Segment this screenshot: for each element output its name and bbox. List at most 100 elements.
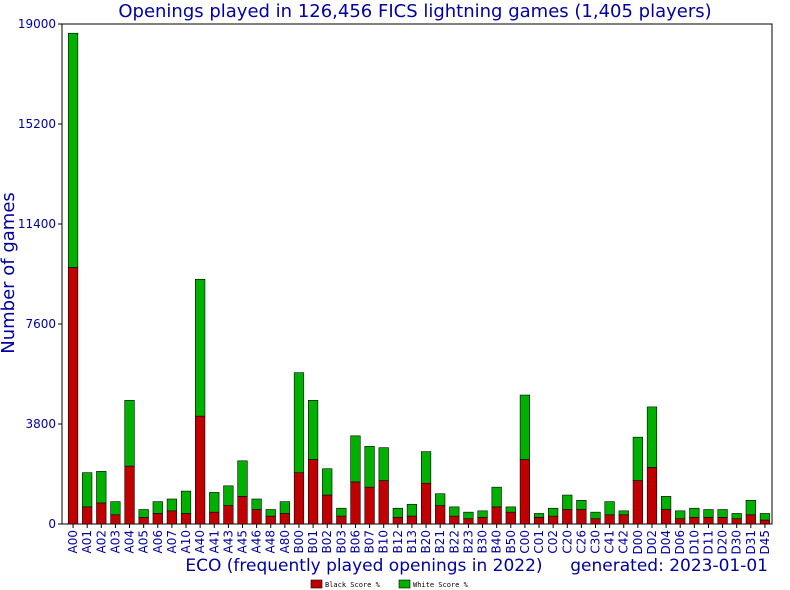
bar-a07-black bbox=[166, 510, 178, 525]
bar-b40-white bbox=[491, 486, 502, 508]
bar-b07-white bbox=[364, 446, 375, 488]
bar-a80-black bbox=[279, 513, 290, 525]
x-tick-label: A40 bbox=[193, 530, 207, 553]
x-tick-label: A04 bbox=[123, 530, 137, 553]
bar-c02-black bbox=[548, 515, 559, 525]
bar-b06-white bbox=[350, 435, 361, 483]
y-tick-label: 11400 bbox=[18, 217, 56, 231]
bar-d20-black bbox=[717, 517, 728, 525]
x-axis-label: ECO (frequently played openings in 2022) bbox=[185, 556, 542, 576]
x-tick-label: B50 bbox=[504, 530, 518, 554]
bar-b20-white bbox=[420, 451, 432, 484]
bar-a02-black bbox=[96, 502, 107, 525]
x-tick-label: A00 bbox=[66, 530, 80, 553]
bar-c20-black bbox=[562, 509, 573, 525]
bar-c42-black bbox=[618, 514, 629, 525]
bar-b07-black bbox=[364, 486, 375, 525]
bar-d20-white bbox=[717, 509, 728, 518]
x-tick-label: A02 bbox=[94, 530, 108, 553]
bar-a43-black bbox=[223, 505, 234, 525]
bar-c30-white bbox=[590, 511, 601, 520]
bar-b00-black bbox=[293, 472, 305, 525]
legend-swatch bbox=[398, 579, 411, 589]
x-tick-label: B06 bbox=[348, 530, 362, 554]
bar-a41-black bbox=[209, 511, 220, 525]
y-tick-label: 3800 bbox=[25, 417, 56, 431]
legend: Black Score % White Score % bbox=[310, 579, 469, 589]
bar-a04-black bbox=[124, 465, 135, 525]
x-tick-label: C30 bbox=[589, 530, 603, 554]
x-tick-label: C02 bbox=[546, 530, 560, 554]
bar-b03-black bbox=[336, 515, 347, 525]
bar-d11-black bbox=[703, 517, 714, 525]
bar-c01-white bbox=[533, 513, 545, 518]
bar-c00-white bbox=[519, 394, 531, 460]
bar-a00-black bbox=[67, 267, 79, 525]
x-tick-label: B03 bbox=[334, 530, 348, 554]
bar-c26-white bbox=[576, 500, 587, 510]
bar-a40-white bbox=[195, 278, 206, 417]
bar-c30-black bbox=[590, 518, 601, 525]
legend-swatch bbox=[310, 579, 323, 589]
bar-b02-white bbox=[322, 468, 333, 496]
bar-d11-white bbox=[703, 509, 714, 518]
generated-date: generated: 2023-01-01 bbox=[570, 556, 768, 576]
x-tick-label: D06 bbox=[673, 530, 687, 555]
bars bbox=[67, 32, 771, 525]
bar-a07-white bbox=[166, 498, 178, 512]
x-tick-label: B12 bbox=[391, 530, 405, 554]
bar-a46-black bbox=[251, 509, 262, 525]
x-tick-label: B07 bbox=[363, 530, 377, 554]
x-tick-label: A43 bbox=[221, 530, 235, 553]
bar-a46-white bbox=[251, 498, 262, 510]
legend-label: White Score % bbox=[413, 581, 469, 589]
x-tick-label: A07 bbox=[165, 530, 179, 553]
bar-d45-black bbox=[759, 519, 771, 525]
bar-a41-white bbox=[209, 492, 220, 513]
bar-a48-black bbox=[265, 515, 276, 525]
bar-b03-white bbox=[336, 507, 347, 517]
bar-d02-white bbox=[646, 406, 658, 468]
bar-b02-black bbox=[322, 494, 333, 525]
x-tick-label: A06 bbox=[151, 530, 165, 553]
bar-a10-white bbox=[180, 490, 192, 514]
y-tick-label: 7600 bbox=[25, 317, 56, 331]
x-tick-label: A45 bbox=[236, 530, 250, 553]
bar-b13-white bbox=[406, 503, 418, 517]
x-tick-label: A01 bbox=[80, 530, 94, 553]
x-tick-label: D31 bbox=[744, 530, 758, 555]
bar-d00-black bbox=[632, 480, 643, 525]
y-axis: 0 3800 7600 11400 15200 19000 bbox=[18, 17, 62, 531]
x-tick-label: A10 bbox=[179, 530, 193, 553]
y-tick-label: 15200 bbox=[18, 117, 56, 131]
x-tick-label: A80 bbox=[278, 530, 292, 553]
x-tick-label: A48 bbox=[264, 530, 278, 553]
bar-b06-black bbox=[350, 481, 361, 525]
bar-b12-white bbox=[392, 507, 403, 518]
x-tick-label: B02 bbox=[320, 530, 334, 554]
y-axis-label: Number of games bbox=[0, 192, 19, 354]
bar-b10-black bbox=[378, 480, 389, 525]
bar-c01-black bbox=[533, 517, 545, 525]
bar-d45-white bbox=[759, 513, 771, 521]
bar-b00-white bbox=[293, 372, 305, 473]
bar-c26-black bbox=[576, 509, 587, 525]
bar-a45-white bbox=[237, 460, 248, 497]
bar-a03-black bbox=[110, 514, 121, 525]
x-tick-label: C00 bbox=[518, 530, 532, 554]
bar-b21-black bbox=[435, 505, 446, 525]
x-tick-label: C20 bbox=[560, 530, 574, 554]
x-tick-label: B30 bbox=[476, 530, 490, 554]
bar-b20-black bbox=[420, 482, 432, 525]
bar-c41-black bbox=[604, 514, 615, 525]
x-tick-label: D45 bbox=[758, 530, 772, 555]
bar-b40-black bbox=[491, 506, 502, 525]
bar-c02-white bbox=[548, 507, 559, 517]
x-tick-label: D11 bbox=[701, 530, 715, 555]
x-tick-label: B21 bbox=[433, 530, 447, 554]
x-tick-label: C42 bbox=[617, 530, 631, 554]
bar-a05-black bbox=[138, 517, 149, 525]
x-tick-label: C41 bbox=[603, 530, 617, 554]
bar-d31-white bbox=[745, 500, 756, 516]
